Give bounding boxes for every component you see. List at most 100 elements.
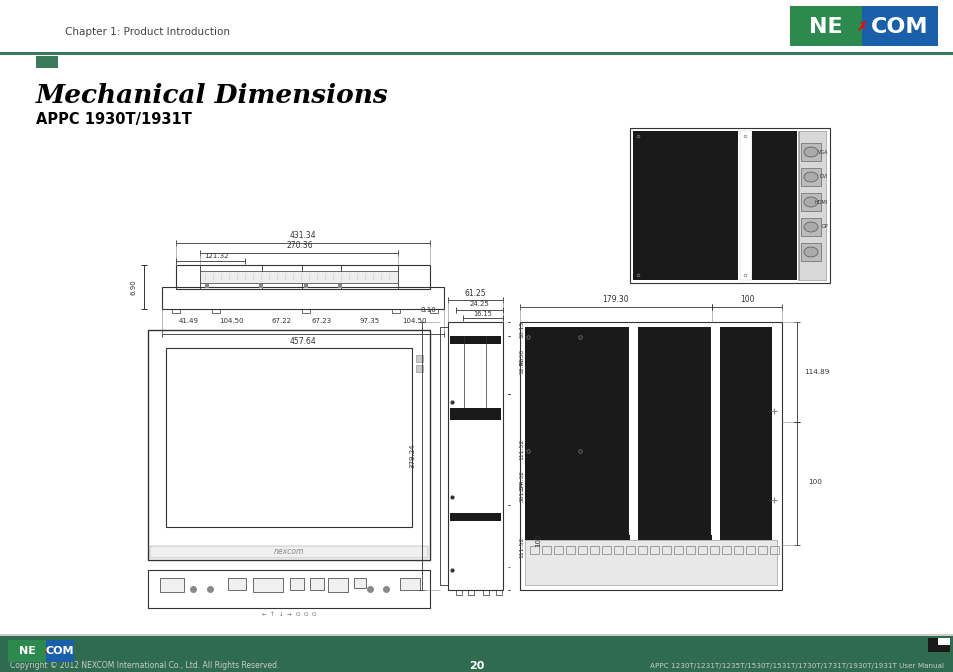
Bar: [253, 578, 283, 592]
Bar: [751, 131, 796, 280]
Text: $\leftarrow$ $\uparrow$ $\downarrow$ $\rightarrow$  O  O  O: $\leftarrow$ $\uparrow$ $\downarrow$ $\r…: [260, 610, 317, 618]
Ellipse shape: [803, 172, 817, 182]
Bar: [468, 590, 474, 595]
Text: 379.24: 379.24: [409, 444, 415, 468]
Bar: [649, 546, 659, 554]
Ellipse shape: [803, 147, 817, 157]
Bar: [937, 638, 949, 645]
Bar: [162, 287, 443, 309]
Bar: [290, 578, 304, 590]
Bar: [769, 546, 779, 554]
Text: 104.50: 104.50: [401, 318, 426, 324]
Ellipse shape: [803, 247, 817, 257]
Bar: [524, 540, 776, 585]
Bar: [212, 309, 220, 313]
Bar: [541, 546, 551, 554]
Bar: [166, 348, 412, 527]
Text: 100: 100: [807, 479, 821, 485]
Bar: [758, 546, 766, 554]
Bar: [448, 322, 502, 590]
Bar: [399, 578, 419, 590]
Bar: [554, 546, 562, 554]
Bar: [172, 309, 180, 313]
Text: DVI: DVI: [819, 175, 827, 179]
Text: 100: 100: [535, 534, 540, 547]
Text: Chapter 1: Product Introduction: Chapter 1: Product Introduction: [65, 27, 230, 37]
Text: VGA: VGA: [817, 149, 827, 155]
Bar: [302, 309, 310, 313]
Bar: [698, 546, 706, 554]
Text: 270.36: 270.36: [286, 241, 313, 251]
Text: COM: COM: [870, 17, 928, 37]
Text: NE: NE: [808, 17, 841, 37]
Bar: [685, 546, 695, 554]
Bar: [740, 131, 751, 280]
Bar: [797, 131, 825, 280]
Bar: [673, 546, 682, 554]
Bar: [200, 271, 398, 283]
Text: DP: DP: [821, 224, 827, 230]
Text: 100: 100: [739, 296, 754, 304]
Text: 24.25: 24.25: [469, 301, 488, 307]
Text: COM: COM: [46, 646, 74, 656]
Ellipse shape: [803, 222, 817, 232]
Bar: [745, 546, 754, 554]
Bar: [228, 578, 246, 590]
Bar: [733, 546, 742, 554]
Bar: [801, 143, 821, 161]
Text: 67.23: 67.23: [311, 318, 331, 324]
Bar: [310, 578, 324, 590]
Bar: [862, 6, 937, 46]
Bar: [392, 309, 399, 313]
Bar: [175, 265, 430, 289]
Bar: [0, 52, 953, 55]
Text: 8.10: 8.10: [420, 307, 436, 313]
Bar: [337, 284, 342, 288]
Bar: [927, 638, 949, 652]
Text: 431.34: 431.34: [290, 231, 316, 241]
Text: nexcom: nexcom: [274, 548, 304, 556]
Bar: [450, 336, 500, 344]
Bar: [148, 330, 430, 560]
Text: HDMI: HDMI: [814, 200, 827, 204]
Text: 52.90: 52.90: [519, 356, 524, 374]
Bar: [0, 636, 953, 672]
Bar: [638, 327, 711, 540]
Text: Copyright © 2012 NEXCOM International Co., Ltd. All Rights Reserved.: Copyright © 2012 NEXCOM International Co…: [10, 661, 279, 671]
Text: 179.30: 179.30: [602, 296, 629, 304]
Text: 121.32: 121.32: [204, 253, 228, 259]
Text: Mechanical Dimensions: Mechanical Dimensions: [36, 83, 388, 108]
Text: 10.15: 10.15: [519, 321, 524, 337]
Bar: [565, 546, 575, 554]
Bar: [450, 408, 500, 420]
Text: 104.50: 104.50: [219, 318, 243, 324]
Text: 361.34: 361.34: [519, 482, 524, 503]
Bar: [801, 243, 821, 261]
Bar: [589, 546, 598, 554]
Bar: [148, 570, 430, 608]
Text: 111.52: 111.52: [519, 439, 524, 460]
Text: 67.22: 67.22: [272, 318, 292, 324]
Bar: [482, 590, 489, 595]
Bar: [303, 284, 307, 288]
Bar: [439, 327, 448, 585]
Text: 41.49: 41.49: [178, 318, 198, 324]
Bar: [721, 546, 730, 554]
Bar: [496, 590, 501, 595]
Text: 76.38: 76.38: [519, 349, 524, 366]
Bar: [354, 578, 366, 588]
Bar: [205, 284, 210, 288]
Bar: [430, 309, 437, 313]
Bar: [601, 546, 610, 554]
Bar: [450, 513, 500, 521]
Text: 16.15: 16.15: [473, 311, 492, 317]
Bar: [46, 640, 74, 662]
Text: 457.64: 457.64: [290, 337, 316, 347]
Bar: [0, 634, 953, 636]
Text: ✗: ✗: [855, 20, 867, 34]
Bar: [789, 6, 862, 46]
Bar: [416, 355, 422, 362]
Bar: [633, 131, 738, 280]
Text: ✗: ✗: [43, 648, 49, 654]
Text: 20: 20: [469, 661, 484, 671]
